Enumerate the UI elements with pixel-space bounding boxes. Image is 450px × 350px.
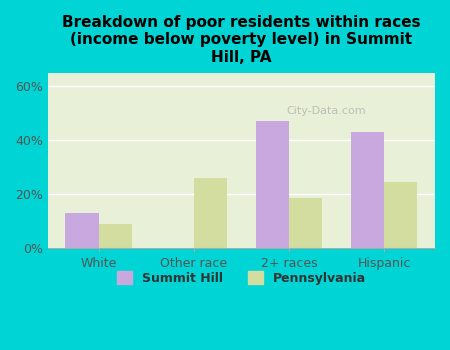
Bar (65, 213, 99, 248)
Bar (384, 182, 418, 248)
Legend: Summit Hill, Pennsylvania: Summit Hill, Pennsylvania (111, 265, 372, 291)
Text: City-Data.com: City-Data.com (287, 106, 366, 117)
Bar (351, 132, 384, 248)
Bar (194, 178, 227, 248)
Bar (289, 198, 322, 248)
Bar (256, 121, 289, 248)
Title: Breakdown of poor residents within races
(income below poverty level) in Summit
: Breakdown of poor residents within races… (62, 15, 421, 65)
Bar (99, 224, 132, 248)
